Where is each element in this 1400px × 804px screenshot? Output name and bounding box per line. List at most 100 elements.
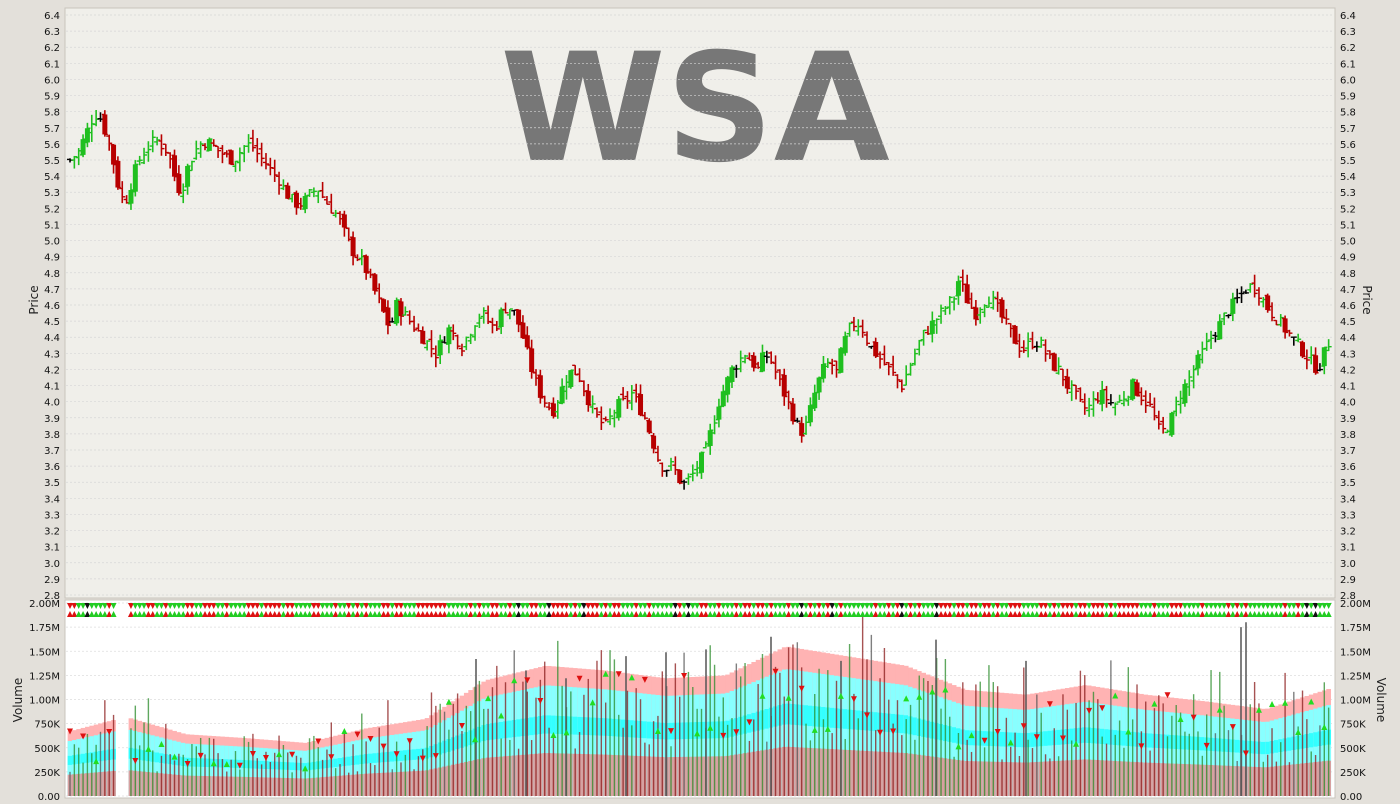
signal-strip-marker	[1208, 603, 1215, 609]
signal-strip-marker	[724, 603, 731, 609]
signal-strip-marker	[502, 603, 509, 609]
volume-signal-marker	[681, 673, 688, 680]
signal-strip-marker	[672, 611, 679, 617]
signal-strip-marker	[472, 611, 479, 617]
signal-strip-marker	[1303, 603, 1310, 609]
price-bar-body	[716, 406, 722, 420]
signal-strip-marker	[271, 611, 278, 617]
signal-strip-marker	[236, 603, 243, 609]
volume-signal-marker	[210, 760, 217, 767]
signal-strip-marker	[720, 603, 727, 609]
signal-strip-marker	[88, 611, 95, 617]
price-tick-label: 4.5	[1340, 317, 1356, 328]
signal-strip-marker	[881, 603, 888, 609]
volume-signal-marker	[341, 728, 348, 735]
signal-strip-marker	[620, 611, 627, 617]
signal-strip-marker	[80, 603, 87, 609]
signal-strip-marker	[789, 611, 796, 617]
signal-strip-marker	[1199, 603, 1206, 609]
signal-strip-marker	[1147, 611, 1154, 617]
signal-strip-marker	[319, 603, 326, 609]
signal-strip-marker	[589, 603, 596, 609]
volume-tick-label: 1.25M	[1340, 671, 1371, 682]
signal-strip-marker	[1190, 611, 1197, 617]
signal-strip-marker	[541, 603, 548, 609]
signal-strip-marker	[249, 603, 256, 609]
price-tick-label: 4.0	[1340, 398, 1356, 409]
signal-strip-marker	[180, 611, 187, 617]
price-bar-body	[1064, 376, 1070, 389]
signal-strip-marker	[951, 611, 958, 617]
signal-strip-marker	[141, 611, 148, 617]
signal-strip-marker	[624, 611, 631, 617]
signal-strip-marker	[489, 611, 496, 617]
signal-strip-marker	[1125, 611, 1132, 617]
signal-strip-marker	[894, 603, 901, 609]
signal-strip-marker	[999, 611, 1006, 617]
signal-strip-marker	[1103, 611, 1110, 617]
signal-strip-marker	[1234, 603, 1241, 609]
price-tick-label: 5.0	[44, 237, 60, 248]
signal-strip-marker	[171, 603, 178, 609]
signal-strip-marker	[371, 603, 378, 609]
volume-signal-strip	[67, 603, 1332, 617]
signal-strip-marker	[676, 603, 683, 609]
signal-strip-marker	[768, 603, 775, 609]
signal-strip-marker	[728, 611, 735, 617]
signal-strip-marker	[920, 611, 927, 617]
signal-strip-marker	[210, 603, 217, 609]
volume-tick-label: 1.75M	[29, 623, 60, 634]
price-bar-body	[206, 139, 212, 151]
signal-strip-marker	[776, 611, 783, 617]
signal-strip-marker	[1099, 611, 1106, 617]
signal-strip-marker	[241, 611, 248, 617]
signal-strip-marker	[101, 611, 108, 617]
volume-tick-label: 2.00M	[1340, 599, 1371, 610]
signal-strip-marker	[1238, 603, 1245, 609]
signal-strip-marker	[223, 611, 230, 617]
volume-signal-marker	[511, 677, 518, 684]
price-tick-label: 4.6	[44, 301, 60, 312]
price-bar-body	[720, 391, 726, 407]
signal-strip-marker	[1120, 603, 1127, 609]
signal-strip-marker	[1312, 603, 1319, 609]
signal-strip-marker	[554, 611, 561, 617]
signal-strip-marker	[541, 611, 548, 617]
signal-strip-marker	[772, 603, 779, 609]
signal-strip-marker	[898, 603, 905, 609]
price-bar-body	[385, 307, 391, 326]
signal-strip-marker	[458, 611, 465, 617]
price-panel-background	[64, 7, 1336, 599]
signal-strip-marker	[419, 611, 426, 617]
price-bar-body	[341, 214, 347, 228]
price-bar-body	[524, 335, 530, 348]
signal-strip-marker	[1107, 603, 1114, 609]
price-bar-body	[729, 367, 735, 382]
signal-strip-marker	[907, 603, 914, 609]
volume-signal-marker	[981, 737, 988, 744]
volume-signal-marker	[158, 741, 165, 748]
signal-strip-marker	[1064, 603, 1071, 609]
signal-strip-marker	[267, 603, 274, 609]
signal-strip-marker	[1312, 611, 1319, 617]
volume-signal-marker	[485, 695, 492, 702]
signal-strip-marker	[1164, 603, 1171, 609]
signal-strip-marker	[241, 603, 248, 609]
signal-strip-marker	[206, 603, 213, 609]
signal-strip-marker	[458, 603, 465, 609]
price-tick-label: 3.1	[44, 543, 60, 554]
volume-signal-marker	[93, 758, 100, 765]
signal-strip-marker	[1316, 611, 1323, 617]
signal-strip-marker	[485, 611, 492, 617]
price-tick-label: 4.9	[44, 253, 60, 264]
price-tick-label: 3.7	[1340, 446, 1356, 457]
signal-strip-marker	[654, 611, 661, 617]
signal-strip-marker	[572, 611, 579, 617]
signal-strip-marker	[245, 611, 252, 617]
signal-strip-marker	[158, 611, 165, 617]
volume-tick-label: 1.25M	[29, 671, 60, 682]
signal-strip-marker	[546, 603, 553, 609]
volume-signal-marker	[785, 694, 792, 701]
price-tick-label: 3.9	[1340, 414, 1356, 425]
price-bar-body	[842, 336, 848, 353]
